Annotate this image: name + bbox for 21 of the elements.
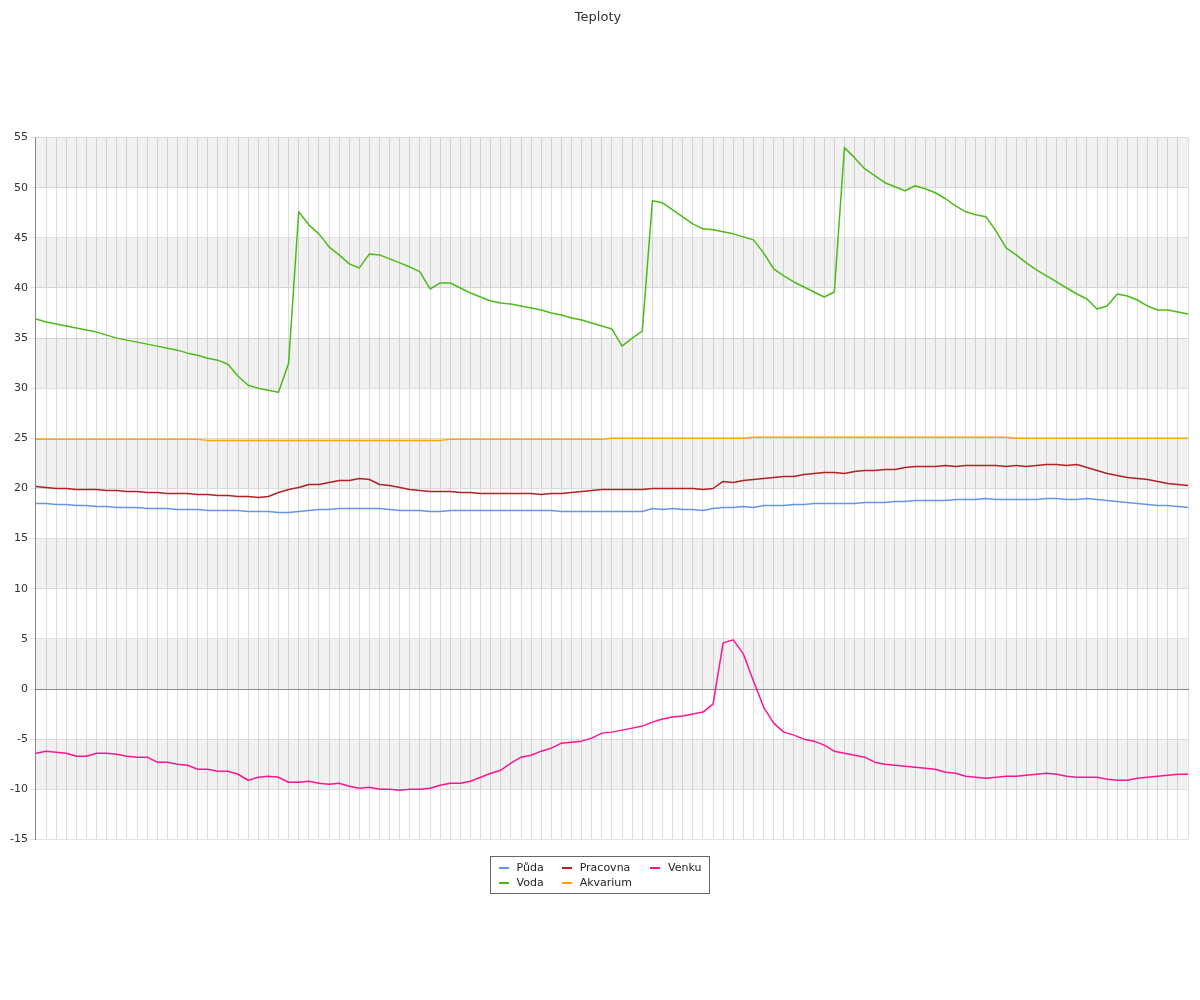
y-tick-label: 25 bbox=[13, 431, 28, 445]
y-tick-label: 40 bbox=[13, 280, 28, 294]
legend-label: Voda bbox=[516, 876, 544, 889]
chart-title: Teploty bbox=[573, 9, 622, 25]
y-tick-label: 55 bbox=[13, 130, 28, 144]
y-tick-label: 20 bbox=[13, 481, 28, 495]
y-tick-label: -5 bbox=[17, 732, 28, 745]
legend-label: Venku bbox=[668, 861, 702, 874]
y-tick-label: 35 bbox=[13, 330, 28, 344]
y-tick-label: -10 bbox=[10, 782, 28, 796]
y-tick-label: -15 bbox=[10, 832, 28, 846]
legend-label: Akvarium bbox=[579, 876, 633, 889]
y-tick-label: 0 bbox=[20, 681, 28, 695]
y-tick-label: 50 bbox=[13, 180, 28, 194]
y-tick-label: 30 bbox=[13, 381, 28, 395]
y-tick-label: 10 bbox=[13, 581, 28, 595]
y-tick-label: 5 bbox=[20, 631, 28, 645]
legend-label: Pracovna bbox=[579, 861, 631, 874]
y-tick-label: 45 bbox=[13, 230, 28, 244]
y-tick-label: 15 bbox=[13, 531, 28, 545]
legend-label: Půda bbox=[516, 861, 544, 874]
